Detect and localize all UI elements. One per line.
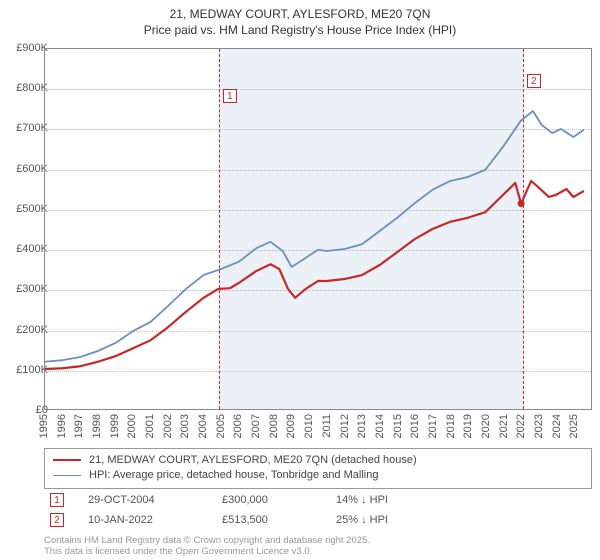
x-tick-label: 2013 <box>356 414 368 438</box>
title-block: 21, MEDWAY COURT, AYLESFORD, ME20 7QN Pr… <box>0 0 600 40</box>
series-svg <box>45 49 591 409</box>
x-tick-label: 2015 <box>392 414 404 438</box>
y-tick-label: £100K <box>0 364 48 376</box>
x-tick-label: 2008 <box>268 414 280 438</box>
chart-container: 21, MEDWAY COURT, AYLESFORD, ME20 7QN Pr… <box>0 0 600 560</box>
x-tick-label: 2000 <box>126 414 138 438</box>
y-tick-label: £300K <box>0 283 48 295</box>
sale-date: 29-OCT-2004 <box>88 494 198 506</box>
sale-date: 10-JAN-2022 <box>88 514 198 526</box>
x-tick-label: 2019 <box>462 414 474 438</box>
sale-delta: 14% ↓ HPI <box>336 494 436 506</box>
plot-area: 12 <box>44 48 592 410</box>
sale-price: £513,500 <box>222 514 312 526</box>
x-tick-label: 2025 <box>568 414 580 438</box>
x-tick-label: 2007 <box>250 414 262 438</box>
x-tick-label: 2002 <box>162 414 174 438</box>
x-tick-label: 2004 <box>197 414 209 438</box>
title-address: 21, MEDWAY COURT, AYLESFORD, ME20 7QN <box>0 6 600 22</box>
x-axis-labels: 1995199619971998199920002001200220032004… <box>44 412 592 444</box>
series-price_paid <box>45 181 584 369</box>
sale-dot <box>518 200 525 207</box>
x-tick-label: 2009 <box>285 414 297 438</box>
x-tick-label: 2014 <box>374 414 386 438</box>
y-tick-label: £500K <box>0 203 48 215</box>
x-tick-label: 1998 <box>91 414 103 438</box>
sale-delta: 25% ↓ HPI <box>336 514 436 526</box>
x-tick-label: 1995 <box>38 414 50 438</box>
sale-index-box: 1 <box>50 493 64 507</box>
y-tick-label: £600K <box>0 163 48 175</box>
footer-line-2: This data is licensed under the Open Gov… <box>44 547 370 558</box>
legend-swatch <box>53 459 81 461</box>
legend-swatch <box>53 475 81 476</box>
x-tick-label: 2022 <box>515 414 527 438</box>
footer: Contains HM Land Registry data © Crown c… <box>44 536 370 558</box>
y-tick-label: £700K <box>0 122 48 134</box>
y-tick-label: £200K <box>0 324 48 336</box>
series-hpi <box>45 111 584 362</box>
sales-table: 1 29-OCT-2004 £300,000 14% ↓ HPI 2 10-JAN-202… <box>44 490 592 530</box>
sale-row: 2 10-JAN-2022 £513,500 25% ↓ HPI <box>44 510 592 530</box>
x-tick-label: 2017 <box>427 414 439 438</box>
x-tick-label: 1999 <box>109 414 121 438</box>
x-tick-label: 2024 <box>551 414 563 438</box>
x-tick-label: 2020 <box>480 414 492 438</box>
sale-index-box: 2 <box>50 513 64 527</box>
x-tick-label: 2018 <box>445 414 457 438</box>
y-tick-label: £800K <box>0 82 48 94</box>
x-tick-label: 2016 <box>409 414 421 438</box>
x-tick-label: 2003 <box>179 414 191 438</box>
x-tick-label: 2010 <box>303 414 315 438</box>
x-tick-label: 2005 <box>215 414 227 438</box>
legend-row: HPI: Average price, detached house, Tonb… <box>53 468 583 483</box>
x-tick-label: 2001 <box>144 414 156 438</box>
legend: 21, MEDWAY COURT, AYLESFORD, ME20 7QN (d… <box>44 448 592 489</box>
y-tick-label: £400K <box>0 243 48 255</box>
x-tick-label: 1996 <box>56 414 68 438</box>
x-tick-label: 1997 <box>73 414 85 438</box>
legend-label: HPI: Average price, detached house, Tonb… <box>89 468 378 483</box>
x-tick-label: 2006 <box>232 414 244 438</box>
sale-row: 1 29-OCT-2004 £300,000 14% ↓ HPI <box>44 490 592 510</box>
x-tick-label: 2012 <box>339 414 351 438</box>
legend-label: 21, MEDWAY COURT, AYLESFORD, ME20 7QN (d… <box>89 453 417 468</box>
x-tick-label: 2011 <box>321 414 333 438</box>
y-tick-label: £900K <box>0 42 48 54</box>
sale-price: £300,000 <box>222 494 312 506</box>
x-tick-label: 2023 <box>533 414 545 438</box>
legend-row: 21, MEDWAY COURT, AYLESFORD, ME20 7QN (d… <box>53 453 583 468</box>
title-subtitle: Price paid vs. HM Land Registry's House … <box>0 22 600 38</box>
x-tick-label: 2021 <box>498 414 510 438</box>
